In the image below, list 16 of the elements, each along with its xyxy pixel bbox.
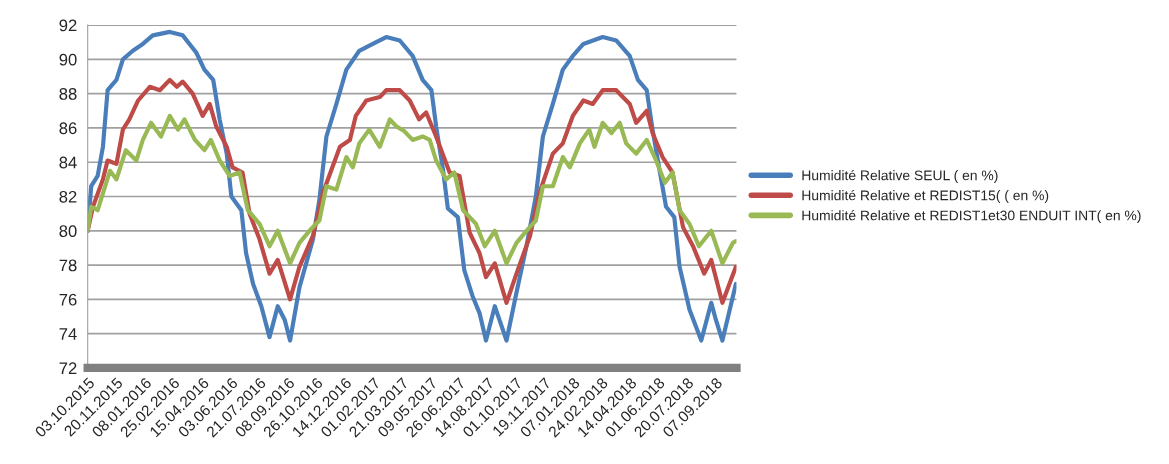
y-tick-label: 82 — [59, 190, 77, 203]
legend-label: Humidité Relative et REDIST15( ( en %) — [802, 189, 1049, 204]
y-tick-label: 92 — [59, 19, 77, 32]
y-tick-label: 84 — [59, 156, 77, 169]
y-tick-label: 88 — [59, 88, 77, 100]
line-series — [87, 29, 737, 343]
y-tick-label: 78 — [59, 259, 77, 272]
y-tick-label: 72 — [59, 362, 77, 374]
y-tick-label: 80 — [59, 225, 77, 237]
y-tick-label: 76 — [59, 293, 77, 306]
line-series — [87, 113, 737, 266]
y-tick-label: 90 — [59, 53, 77, 66]
y-tick-label: 86 — [59, 122, 77, 135]
legend-label: Humidité Relative et REDIST1et30 ENDUIT INT( en %) — [802, 209, 1141, 224]
y-tick-label: 74 — [59, 328, 77, 340]
legend-label: Humidité Relative SEUL ( en %) — [802, 169, 998, 183]
